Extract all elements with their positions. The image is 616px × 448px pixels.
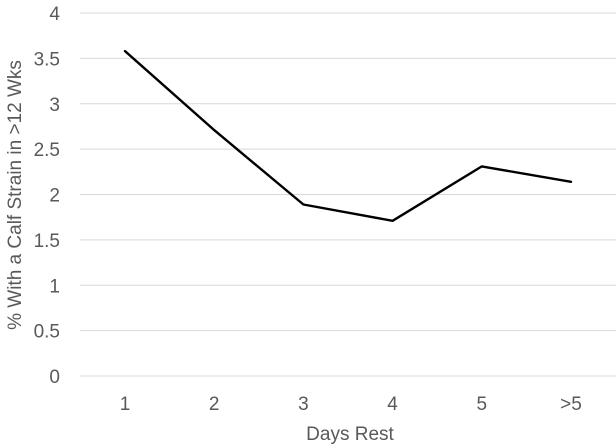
x-tick-label: 2: [209, 394, 220, 415]
y-tick-label: 1.5: [34, 231, 60, 252]
series-layer: [123, 49, 573, 223]
x-tick-label: 5: [477, 394, 488, 415]
x-tick-label: 3: [298, 394, 309, 415]
x-axis-ticks: 1 2 3 4 5 >5: [120, 394, 582, 415]
x-tick-label: 1: [120, 394, 131, 415]
y-tick-label: 0.5: [34, 322, 60, 343]
y-tick-label: 3: [49, 95, 60, 116]
x-axis-title: Days Rest: [306, 424, 394, 445]
gridlines: [80, 12, 616, 377]
y-axis-ticks: 0 0.5 1 1.5 2 2.5 3 3.5 4: [34, 4, 61, 388]
x-tick-label: 4: [387, 394, 398, 415]
x-tick-label: >5: [560, 394, 582, 415]
y-tick-label: 2.5: [34, 140, 60, 161]
y-tick-label: 4: [49, 4, 60, 25]
y-tick-label: 2: [49, 186, 60, 207]
y-tick-label: 0: [49, 367, 60, 388]
y-tick-label: 3.5: [34, 49, 60, 70]
y-tick-label: 1: [49, 276, 60, 297]
y-axis-title: % With a Calf Strain in >12 Wks: [5, 60, 26, 330]
series-line: [123, 49, 573, 223]
